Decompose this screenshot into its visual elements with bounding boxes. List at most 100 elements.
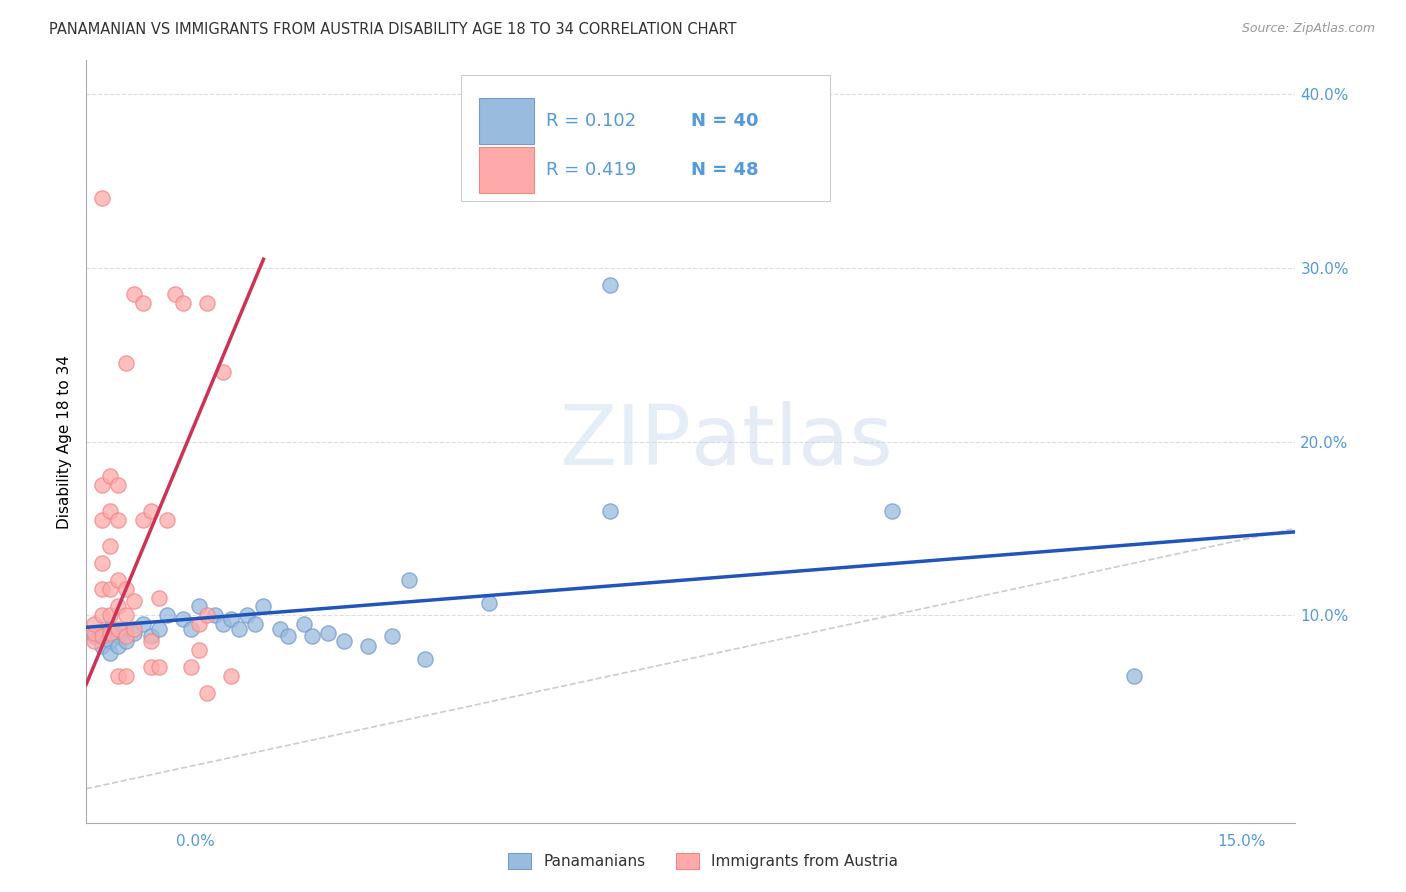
Point	[236, 608, 259, 623]
Point	[115, 622, 138, 636]
Point	[91, 640, 114, 654]
Text: 15.0%: 15.0%	[1218, 834, 1265, 849]
Point	[98, 582, 121, 596]
Point	[156, 608, 179, 623]
Point	[91, 608, 114, 623]
Point	[98, 469, 121, 483]
Text: Source: ZipAtlas.com: Source: ZipAtlas.com	[1241, 22, 1375, 36]
Point	[115, 356, 138, 370]
Point	[115, 669, 138, 683]
Point	[148, 660, 170, 674]
Text: R = 0.419: R = 0.419	[546, 161, 636, 179]
FancyBboxPatch shape	[461, 75, 830, 201]
Point	[195, 608, 218, 623]
Point	[131, 513, 153, 527]
Text: N = 48: N = 48	[690, 161, 758, 179]
Point	[83, 629, 105, 643]
Point	[148, 591, 170, 605]
Point	[98, 622, 121, 636]
Point	[156, 513, 179, 527]
Text: R = 0.102: R = 0.102	[546, 112, 636, 129]
Point	[115, 634, 138, 648]
Point	[180, 622, 202, 636]
Point	[204, 608, 226, 623]
Point	[107, 599, 129, 614]
Point	[187, 643, 209, 657]
Point	[91, 192, 114, 206]
Text: 0.0%: 0.0%	[176, 834, 215, 849]
Point	[252, 599, 274, 614]
FancyBboxPatch shape	[479, 147, 533, 194]
Point	[219, 669, 242, 683]
Point	[381, 629, 404, 643]
Point	[269, 622, 291, 636]
Point	[124, 594, 146, 608]
Point	[195, 295, 218, 310]
Point	[195, 686, 218, 700]
Point	[115, 608, 138, 623]
Point	[98, 646, 121, 660]
Point	[91, 556, 114, 570]
Point	[478, 596, 501, 610]
Point	[599, 278, 621, 293]
Point	[1123, 669, 1146, 683]
Point	[301, 629, 323, 643]
Point	[172, 612, 194, 626]
Point	[107, 513, 129, 527]
Point	[107, 669, 129, 683]
Point	[413, 651, 436, 665]
Point	[212, 365, 235, 379]
Point	[91, 478, 114, 492]
Point	[98, 608, 121, 623]
Point	[163, 287, 186, 301]
Point	[83, 616, 105, 631]
Legend: Panamanians, Immigrants from Austria: Panamanians, Immigrants from Austria	[502, 847, 904, 875]
Text: N = 40: N = 40	[690, 112, 758, 129]
Point	[139, 504, 162, 518]
Point	[357, 640, 380, 654]
Point	[172, 295, 194, 310]
Point	[83, 625, 105, 640]
Point	[98, 634, 121, 648]
Point	[398, 574, 420, 588]
Point	[148, 622, 170, 636]
Text: ZIP: ZIP	[560, 401, 690, 482]
Point	[83, 634, 105, 648]
Point	[212, 616, 235, 631]
Point	[107, 629, 129, 643]
Point	[98, 625, 121, 640]
Point	[180, 660, 202, 674]
Point	[139, 634, 162, 648]
Point	[107, 574, 129, 588]
Point	[219, 612, 242, 626]
Point	[316, 625, 339, 640]
Point	[107, 640, 129, 654]
Point	[91, 582, 114, 596]
Point	[91, 513, 114, 527]
Point	[599, 504, 621, 518]
Point	[187, 616, 209, 631]
Point	[115, 629, 138, 643]
Point	[139, 629, 162, 643]
Point	[187, 599, 209, 614]
Point	[245, 616, 267, 631]
Point	[107, 478, 129, 492]
Text: atlas: atlas	[690, 401, 893, 482]
Point	[98, 504, 121, 518]
Point	[115, 582, 138, 596]
Point	[98, 539, 121, 553]
Point	[228, 622, 250, 636]
Point	[139, 660, 162, 674]
Point	[292, 616, 315, 631]
Point	[277, 629, 299, 643]
Point	[107, 622, 129, 636]
Point	[124, 622, 146, 636]
Point	[91, 629, 114, 643]
Point	[131, 295, 153, 310]
Text: PANAMANIAN VS IMMIGRANTS FROM AUSTRIA DISABILITY AGE 18 TO 34 CORRELATION CHART: PANAMANIAN VS IMMIGRANTS FROM AUSTRIA DI…	[49, 22, 737, 37]
Point	[333, 634, 356, 648]
Y-axis label: Disability Age 18 to 34: Disability Age 18 to 34	[58, 354, 72, 529]
Point	[124, 625, 146, 640]
Point	[131, 616, 153, 631]
Point	[882, 504, 904, 518]
